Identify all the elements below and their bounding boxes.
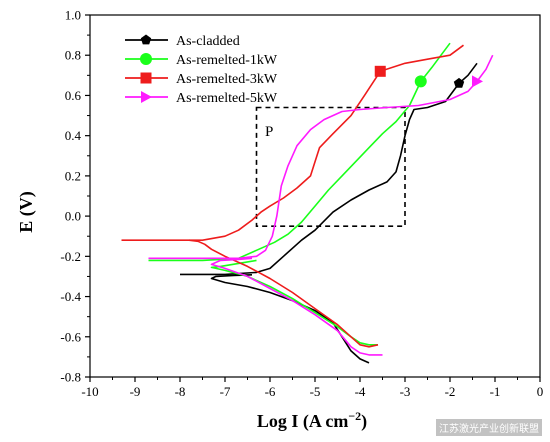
- x-tick-label: -5: [310, 384, 321, 399]
- legend-marker-as-remelted-3kw: [140, 72, 152, 84]
- x-tick-label: -7: [220, 384, 231, 399]
- series-marker-as-remelted-1kw: [414, 75, 427, 88]
- y-tick-label: -0.6: [60, 329, 81, 344]
- legend-marker-as-remelted-5kw: [141, 91, 152, 103]
- x-tick-label: -2: [445, 384, 456, 399]
- x-tick-label: -9: [130, 384, 141, 399]
- legend-item-as-remelted-3kw: As-remelted-3kW: [125, 72, 278, 87]
- series-line-as-cladded-cathodic: [210, 274, 370, 364]
- x-tick-label: -4: [355, 384, 366, 399]
- series-line-as-cladded-anodic: [180, 62, 478, 276]
- x-tick-label: -3: [400, 384, 411, 399]
- y-tick-label: -0.8: [60, 370, 81, 385]
- legend-item-as-remelted-1kw: As-remelted-1kW: [125, 53, 278, 68]
- legend: As-cladded As-remelted-1kW As-remelted-3kW…: [125, 34, 278, 106]
- x-tick-label: 0: [537, 384, 544, 399]
- y-tick-label: 0.6: [65, 88, 82, 103]
- x-tick-label: -10: [81, 384, 98, 399]
- series-marker-as-cladded: [453, 77, 465, 88]
- legend-label-as-remelted-1kw: As-remelted-1kW: [176, 53, 278, 68]
- series-as-remelted-3kw: [121, 44, 464, 348]
- inset-box: [255, 106, 406, 227]
- y-tick-label: 0.0: [65, 209, 81, 224]
- y-tick-label: -0.2: [60, 249, 81, 264]
- legend-label-as-cladded: As-cladded: [176, 34, 240, 49]
- series-marker-as-remelted-5kw: [472, 75, 483, 88]
- legend-marker-as-remelted-1kw: [140, 53, 152, 65]
- annotation-p: P: [265, 124, 273, 140]
- series-as-cladded: [180, 62, 478, 364]
- legend-label-as-remelted-3kw: As-remelted-3kW: [176, 72, 278, 87]
- x-axis-title: Log I (A cm−2): [257, 409, 367, 432]
- x-axis-title-main: Log I (A cm: [257, 411, 349, 432]
- series-marker-as-remelted-3kw: [374, 65, 386, 77]
- y-tick-label: 0.4: [65, 128, 82, 143]
- legend-label-as-remelted-5kw: As-remelted-5kW: [176, 91, 278, 106]
- legend-marker-as-cladded: [140, 34, 152, 45]
- y-tick-label: 0.8: [65, 48, 81, 63]
- series-as-remelted-5kw: [148, 54, 494, 356]
- series-line-as-remelted-3kw-anodic: [121, 44, 464, 241]
- x-axis-title-sup: −2: [348, 409, 361, 423]
- x-axis-title-tail: ): [361, 411, 367, 432]
- axes: -10 -9 -8 -7 -6 -5 -4 -3 -2 -1 0-0.8-0.6-0.4-0.20.…: [60, 8, 543, 400]
- x-tick-label: -6: [265, 384, 276, 399]
- x-tick-label: -1: [490, 384, 501, 399]
- plot-area: [121, 42, 494, 364]
- series-line-as-remelted-3kw-cathodic: [188, 239, 379, 348]
- series-line-as-remelted-5kw-anodic: [148, 54, 494, 260]
- legend-item-as-remelted-5kw: As-remelted-5kW: [125, 91, 278, 106]
- series-line-as-remelted-5kw-cathodic: [210, 257, 383, 356]
- watermark-text: 江苏激光产业创新联盟: [436, 419, 542, 436]
- legend-item-as-cladded: As-cladded: [125, 34, 240, 49]
- y-tick-label: -0.4: [60, 289, 81, 304]
- x-tick-label: -8: [175, 384, 186, 399]
- y-tick-label: 1.0: [65, 8, 81, 23]
- y-tick-label: 0.2: [65, 168, 81, 183]
- y-axis-title: E (V): [16, 191, 37, 233]
